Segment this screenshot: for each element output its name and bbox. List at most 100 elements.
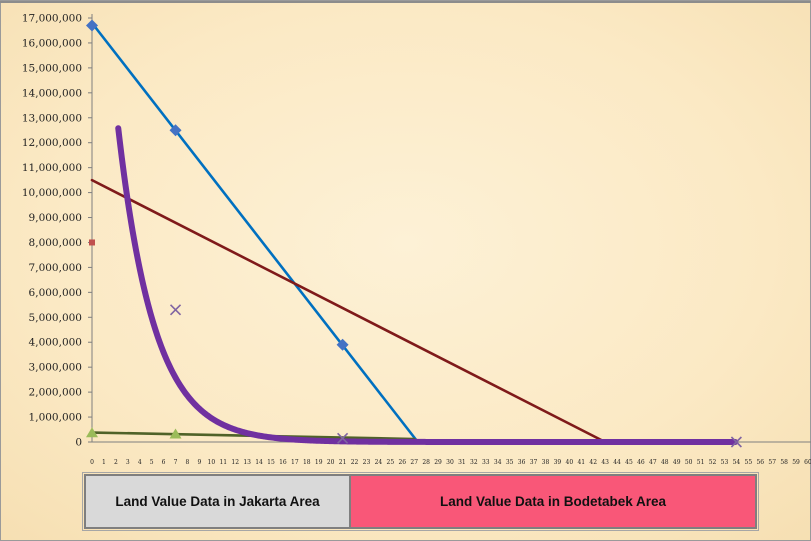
- y-tick-label: 11,000,000: [22, 162, 82, 174]
- y-tick-label: 15,000,000: [22, 62, 82, 74]
- x-tick-label: 25: [387, 459, 395, 466]
- x-tick-label: 56: [756, 459, 764, 466]
- linear-trendline: [90, 178, 607, 444]
- x-tick-label: 30: [446, 459, 454, 466]
- x-tick-label: 47: [649, 459, 657, 466]
- x-tick-label: 20: [327, 459, 335, 466]
- y-tick-label: 2,000,000: [29, 387, 82, 399]
- x-tick-label: 23: [363, 459, 371, 466]
- x-tick-label: 26: [398, 459, 406, 466]
- legend: [82, 472, 759, 531]
- y-tick-label: 4,000,000: [29, 337, 82, 349]
- x-tick-label: 17: [291, 459, 299, 466]
- y-tick-label: 7,000,000: [29, 262, 82, 274]
- x-tick-label: 10: [208, 459, 216, 466]
- y-axis-ticks: 17,000,000 16,000,000 15,000,000 14,000,000…: [22, 13, 92, 449]
- y-tick-label: 10,000,000: [22, 187, 82, 199]
- x-tick-label: 9: [197, 459, 201, 466]
- x-tick-label: 0: [90, 459, 94, 466]
- y-tick-label: 9,000,000: [29, 212, 82, 224]
- legend-bodetabek-box: Land Value Data in Bodetabek Area: [351, 474, 757, 529]
- diamond-point: [336, 338, 349, 351]
- x-tick-label: 1: [102, 459, 106, 466]
- linear-trendline: [90, 21, 420, 444]
- x-tick-label: 51: [697, 459, 705, 466]
- x-tick-label: 58: [780, 459, 788, 466]
- diamond-point: [169, 124, 182, 137]
- x-tick-label: 55: [745, 459, 753, 466]
- x-tick-label: 49: [673, 459, 681, 466]
- trendlines: [90, 21, 739, 445]
- x-tick-label: 43: [601, 459, 609, 466]
- x-tick-label: 38: [542, 459, 550, 466]
- x-tick-label: 11: [219, 459, 227, 466]
- x-tick-label: 59: [792, 459, 800, 466]
- x-tick-label: 42: [589, 459, 597, 466]
- legend-bodetabek-label: Land Value Data in Bodetabek Area: [439, 494, 667, 509]
- x-tick-label: 35: [506, 459, 514, 466]
- y-tick-label: 8,000,000: [29, 237, 82, 249]
- x-tick-label: 21: [339, 459, 347, 466]
- x-tick-label: 36: [518, 459, 526, 466]
- x-tick-label: 4: [138, 459, 142, 466]
- x-tick-label: 16: [279, 459, 287, 466]
- x-point: [730, 436, 742, 448]
- x-tick-label: 22: [351, 459, 359, 466]
- x-tick-label: 44: [613, 459, 621, 466]
- x-tick-label: 53: [721, 459, 729, 466]
- x-tick-label: 41: [577, 459, 585, 466]
- y-tick-label: 16,000,000: [22, 37, 82, 49]
- x-tick-label: 33: [482, 459, 490, 466]
- x-tick-label: 13: [243, 459, 251, 466]
- y-tick-label: 3,000,000: [29, 362, 82, 374]
- legend-jakarta-box: Land Value Data in Jakarta Area: [84, 474, 351, 529]
- x-tick-label: 32: [470, 459, 478, 466]
- x-tick-label: 46: [637, 459, 645, 466]
- diamond-point: [86, 19, 98, 32]
- x-tick-label: 57: [768, 459, 776, 466]
- x-tick-label: 34: [494, 459, 502, 466]
- x-tick-label: 2: [114, 459, 118, 466]
- y-tick-label: 12,000,000: [22, 137, 82, 149]
- y-tick-label: 5,000,000: [29, 312, 82, 324]
- exponential-trendline: [115, 125, 739, 445]
- x-tick-label: 8: [186, 459, 190, 466]
- y-tick-label: 1,000,000: [29, 412, 82, 424]
- x-tick-label: 29: [434, 459, 442, 466]
- data-points: [86, 19, 742, 448]
- x-tick-label: 31: [458, 459, 466, 466]
- x-tick-label: 15: [267, 459, 275, 466]
- legend-jakarta-label: Land Value Data in Jakarta Area: [115, 494, 320, 509]
- x-tick-label: 24: [375, 459, 383, 466]
- x-tick-label: 54: [733, 459, 741, 466]
- x-tick-label: 40: [566, 459, 574, 466]
- x-tick-label: 6: [162, 459, 166, 466]
- y-tick-label: 6,000,000: [29, 287, 82, 299]
- x-point: [337, 432, 349, 444]
- x-tick-label: 39: [554, 459, 562, 466]
- x-tick-label: 7: [174, 459, 178, 466]
- x-tick-label: 19: [315, 459, 323, 466]
- y-tick-label: 14,000,000: [22, 87, 82, 99]
- x-tick-label: 52: [709, 459, 717, 466]
- x-tick-label: 5: [150, 459, 154, 466]
- y-tick-label: 17,000,000: [22, 13, 82, 25]
- x-tick-label: 48: [661, 459, 669, 466]
- x-tick-label: 28: [422, 459, 430, 466]
- square-point: [89, 239, 95, 246]
- y-tick-label: 0: [75, 437, 82, 449]
- x-point: [169, 304, 182, 316]
- x-tick-label: 18: [303, 459, 311, 466]
- y-tick-label: 13,000,000: [22, 112, 82, 124]
- triangle-point: [86, 427, 98, 438]
- x-tick-label: 45: [625, 459, 633, 466]
- x-tick-label: 14: [255, 459, 263, 466]
- x-tick-label: 12: [231, 459, 239, 466]
- x-tick-label: 37: [530, 459, 538, 466]
- x-axis-ticks: 0 1 2 3 4 5 6 7 8 9 10 11 12 13 14 15 16 17 18 19 20 21 22 23 24…: [90, 459, 811, 466]
- x-tick-label: 60: [804, 459, 811, 466]
- x-tick-label: 50: [685, 459, 693, 466]
